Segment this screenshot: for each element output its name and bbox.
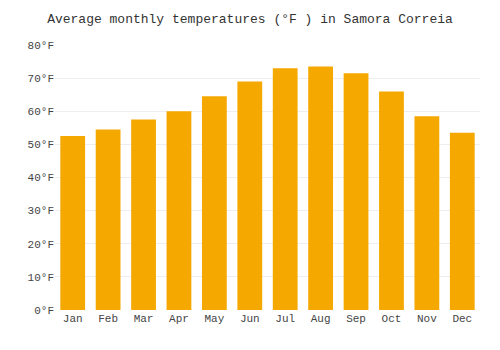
svg-text:60°F: 60°F xyxy=(28,106,54,118)
svg-text:Jun: Jun xyxy=(240,313,260,325)
svg-text:Apr: Apr xyxy=(169,313,189,325)
svg-text:10°F: 10°F xyxy=(28,272,54,284)
svg-text:Feb: Feb xyxy=(98,313,118,325)
svg-text:Oct: Oct xyxy=(382,313,402,325)
svg-text:Average monthly temperatures (: Average monthly temperatures (°F ) in Sa… xyxy=(47,12,453,27)
svg-text:0°F: 0°F xyxy=(34,305,54,317)
svg-text:May: May xyxy=(204,313,224,325)
svg-text:50°F: 50°F xyxy=(28,139,54,151)
svg-text:Sep: Sep xyxy=(346,313,366,325)
svg-text:20°F: 20°F xyxy=(28,239,54,251)
svg-text:Jan: Jan xyxy=(63,313,83,325)
svg-text:80°F: 80°F xyxy=(28,40,54,52)
svg-text:Aug: Aug xyxy=(311,313,331,325)
svg-text:Nov: Nov xyxy=(417,313,437,325)
svg-text:70°F: 70°F xyxy=(28,73,54,85)
svg-text:Mar: Mar xyxy=(134,313,154,325)
svg-text:Jul: Jul xyxy=(275,313,295,325)
svg-text:40°F: 40°F xyxy=(28,172,54,184)
svg-text:Dec: Dec xyxy=(452,313,472,325)
svg-text:30°F: 30°F xyxy=(28,205,54,217)
